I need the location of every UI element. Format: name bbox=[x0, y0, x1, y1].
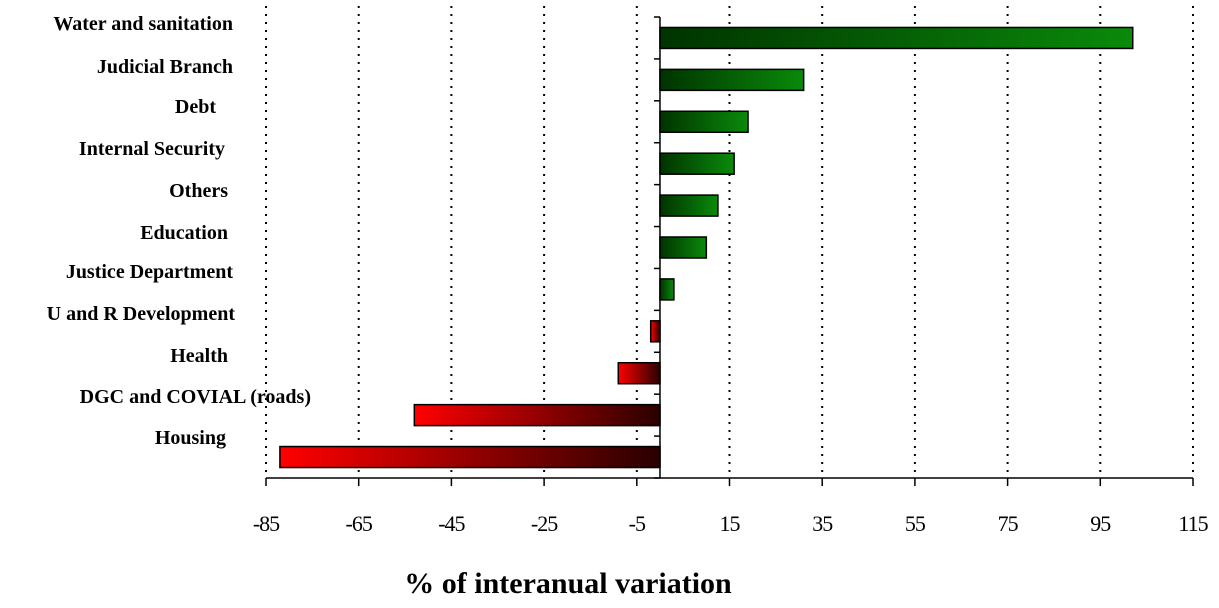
bar bbox=[659, 68, 805, 92]
category-label: Internal Security bbox=[79, 138, 225, 160]
bar bbox=[659, 110, 749, 134]
category-label: Housing bbox=[155, 427, 226, 449]
x-tick-labels: -85 -65 -45 -25 -5 15 35 55 75 95 115 bbox=[253, 511, 1210, 536]
x-tick-label: -85 bbox=[253, 511, 280, 536]
x-tick-label: -5 bbox=[629, 511, 646, 536]
category-label: Education bbox=[140, 222, 228, 244]
category-label: Water and sanitation bbox=[53, 13, 233, 35]
bar bbox=[659, 26, 1134, 50]
category-label: Health bbox=[170, 345, 228, 367]
x-axis-title: % of interanual variation bbox=[404, 567, 732, 600]
category-label: DGC and COVIAL (roads) bbox=[80, 386, 311, 408]
bar bbox=[659, 194, 719, 217]
category-label: Others bbox=[169, 180, 228, 202]
category-label: U and R Development bbox=[47, 303, 236, 325]
bar bbox=[617, 361, 661, 385]
bars bbox=[279, 26, 1134, 469]
category-label: Judicial Branch bbox=[97, 56, 233, 78]
category-label: Debt bbox=[175, 96, 216, 118]
bar bbox=[659, 236, 708, 259]
bar bbox=[649, 320, 661, 343]
x-tick-label: -65 bbox=[346, 511, 373, 536]
x-tick-label: -45 bbox=[438, 511, 465, 536]
x-tick-label: -25 bbox=[531, 511, 558, 536]
gridlines bbox=[265, 6, 1194, 478]
bar bbox=[413, 403, 661, 427]
x-tick-label: 15 bbox=[720, 511, 741, 536]
category-label: Justice Department bbox=[66, 261, 234, 283]
x-tick-label: 95 bbox=[1090, 511, 1111, 536]
x-tick-label: 115 bbox=[1178, 511, 1208, 536]
axes bbox=[265, 16, 1194, 486]
x-tick-label: 75 bbox=[998, 511, 1019, 536]
category-labels: Water and sanitation Judicial Branch Debt I… bbox=[47, 13, 311, 449]
x-tick-label: 55 bbox=[905, 511, 926, 536]
bar bbox=[279, 445, 661, 469]
x-tick-label: 35 bbox=[812, 511, 833, 536]
bar bbox=[659, 152, 735, 175]
bar bbox=[659, 278, 675, 301]
